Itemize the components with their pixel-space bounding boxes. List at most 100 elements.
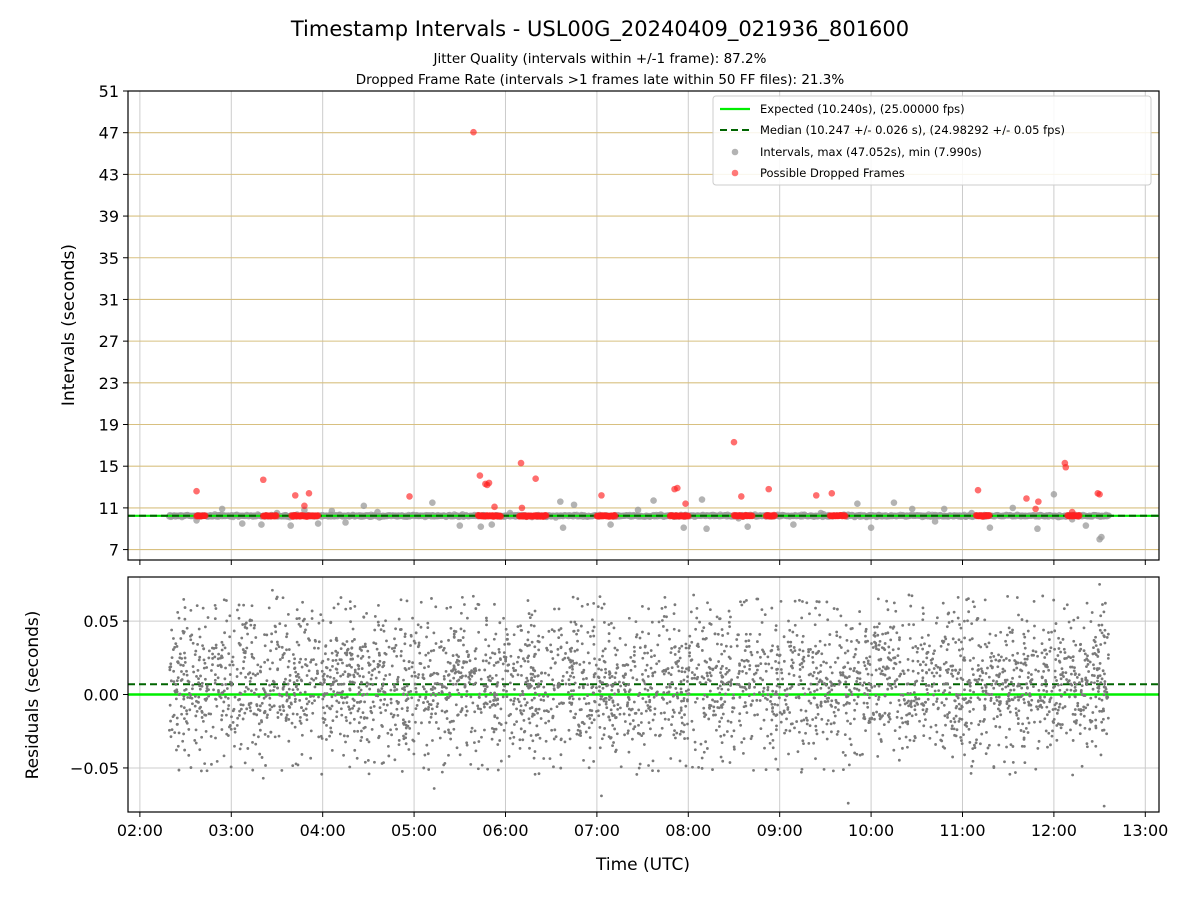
residual-point xyxy=(567,728,571,732)
residual-point xyxy=(911,646,915,650)
residual-point xyxy=(409,689,413,693)
residual-point xyxy=(1090,739,1094,743)
residual-point xyxy=(843,665,847,669)
residual-point xyxy=(605,706,609,710)
residual-point xyxy=(907,699,910,703)
residual-point xyxy=(1097,623,1101,627)
residual-point xyxy=(1071,655,1075,659)
residual-point xyxy=(527,654,531,658)
residual-point xyxy=(858,610,862,613)
legend-intervals-swatch xyxy=(731,148,739,156)
residual-point xyxy=(175,722,179,726)
residual-point xyxy=(314,663,318,666)
residual-point xyxy=(456,663,460,667)
residual-point xyxy=(635,678,639,682)
residual-point xyxy=(652,695,656,699)
residual-point xyxy=(175,748,178,752)
residual-point xyxy=(682,697,686,700)
residual-point xyxy=(1075,676,1079,679)
residual-point xyxy=(570,703,573,706)
residual-point xyxy=(1092,667,1096,670)
residual-point xyxy=(191,702,194,706)
residual-point xyxy=(542,709,546,713)
residual-point xyxy=(287,696,291,700)
residual-point xyxy=(994,634,998,637)
interval-outlier-point xyxy=(940,505,948,513)
residual-point xyxy=(523,697,526,701)
residual-point xyxy=(335,710,339,714)
residual-point xyxy=(507,754,511,758)
residual-point xyxy=(864,627,868,631)
residual-point xyxy=(575,632,578,636)
interval-outlier-point xyxy=(931,518,939,525)
residual-point xyxy=(774,659,777,663)
residual-point xyxy=(223,646,227,650)
residual-point xyxy=(837,682,841,686)
residual-point xyxy=(680,699,683,703)
residual-point xyxy=(536,711,539,715)
residual-point xyxy=(570,689,573,693)
residual-point xyxy=(170,728,174,732)
residual-point xyxy=(204,713,208,717)
residual-point xyxy=(589,635,592,638)
residual-point xyxy=(403,632,407,636)
residual-point xyxy=(265,633,269,637)
residual-point xyxy=(370,711,374,715)
residual-point xyxy=(656,643,660,647)
residual-point xyxy=(189,766,193,769)
residual-point xyxy=(470,726,474,730)
residual-point xyxy=(303,630,307,634)
residual-point xyxy=(199,674,202,678)
residual-point xyxy=(922,612,925,616)
residual-point xyxy=(280,694,284,698)
residual-point xyxy=(526,599,530,602)
residual-point xyxy=(528,706,532,710)
residual-point xyxy=(608,670,611,674)
dropped-frame-spike xyxy=(674,484,681,492)
residual-point xyxy=(783,688,787,692)
residual-point xyxy=(413,670,416,674)
residual-point xyxy=(1003,760,1006,764)
interval-outlier-point xyxy=(429,499,436,506)
residual-point xyxy=(983,718,986,721)
residual-point xyxy=(873,631,877,635)
residual-point xyxy=(958,707,961,711)
residual-point xyxy=(776,677,780,681)
residual-point xyxy=(488,700,492,704)
residual-point xyxy=(440,709,444,713)
residual-point xyxy=(405,709,409,713)
residual-point xyxy=(648,698,652,702)
residual-point xyxy=(1037,699,1040,703)
residual-point xyxy=(728,657,732,660)
residual-point xyxy=(559,627,563,630)
residual-point xyxy=(254,673,257,677)
residual-point xyxy=(573,716,577,720)
residual-point xyxy=(555,705,559,709)
residual-point xyxy=(549,707,553,711)
residual-point xyxy=(309,695,312,698)
residual-point xyxy=(281,656,284,659)
residual-point xyxy=(389,712,393,716)
residual-point xyxy=(925,671,928,675)
residual-point xyxy=(356,709,360,713)
residual-point xyxy=(921,679,925,683)
interval-outlier-point xyxy=(488,521,496,528)
residual-point xyxy=(268,708,272,711)
residual-point xyxy=(637,694,640,698)
residual-point xyxy=(653,654,656,658)
residual-point xyxy=(271,679,275,683)
residual-point xyxy=(718,691,722,695)
residual-point xyxy=(1094,718,1098,722)
residual-point xyxy=(603,621,606,624)
residual-point xyxy=(575,732,579,736)
residual-point xyxy=(1053,675,1057,679)
residual-point xyxy=(574,623,578,626)
residual-point xyxy=(802,742,805,745)
residual-point xyxy=(899,693,903,697)
residual-point xyxy=(305,664,309,668)
residual-point xyxy=(411,616,414,620)
residual-point xyxy=(1072,639,1076,643)
residual-point xyxy=(726,670,729,674)
legend-intervals-label: Intervals, max (47.052s), min (7.990s) xyxy=(760,145,982,159)
